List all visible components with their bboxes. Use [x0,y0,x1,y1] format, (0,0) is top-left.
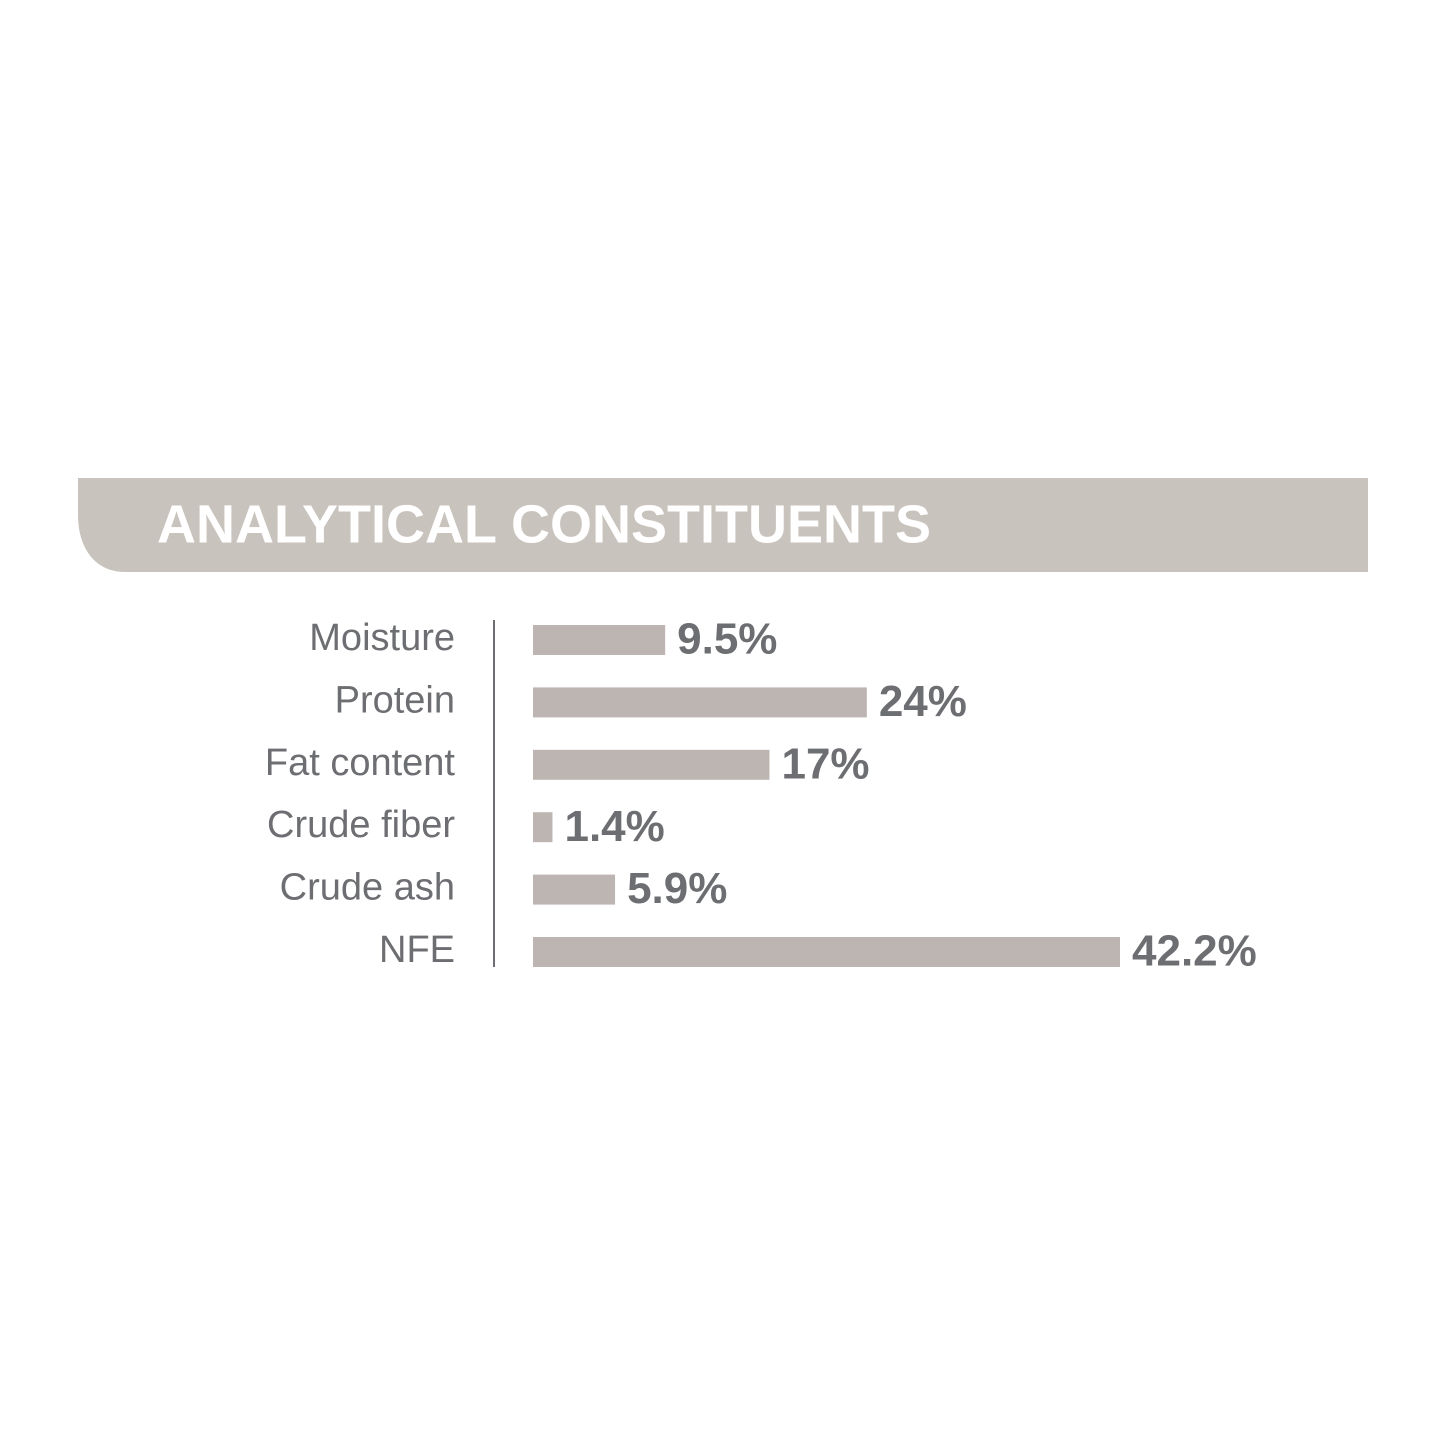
bar [533,749,770,780]
value-label: 9.5% [677,615,777,664]
bar [533,937,1120,967]
bar [533,812,553,843]
category-label: Moisture [309,617,455,659]
value-label: 1.4% [564,802,664,851]
value-label: 24% [879,677,967,726]
header-band [78,478,1368,572]
value-label: 5.9% [627,864,727,913]
bar [533,687,867,718]
chart-title: ANALYTICAL CONSTITUENTS [157,494,931,554]
category-label: NFE [379,929,455,971]
bar [533,625,666,655]
category-label: Fat content [265,742,456,784]
value-label: 17% [781,739,869,788]
category-label: Crude fiber [267,804,455,846]
bar [533,874,616,905]
category-label: Protein [335,679,455,721]
category-label: Crude ash [280,867,455,909]
value-label: 42.2% [1132,927,1257,976]
